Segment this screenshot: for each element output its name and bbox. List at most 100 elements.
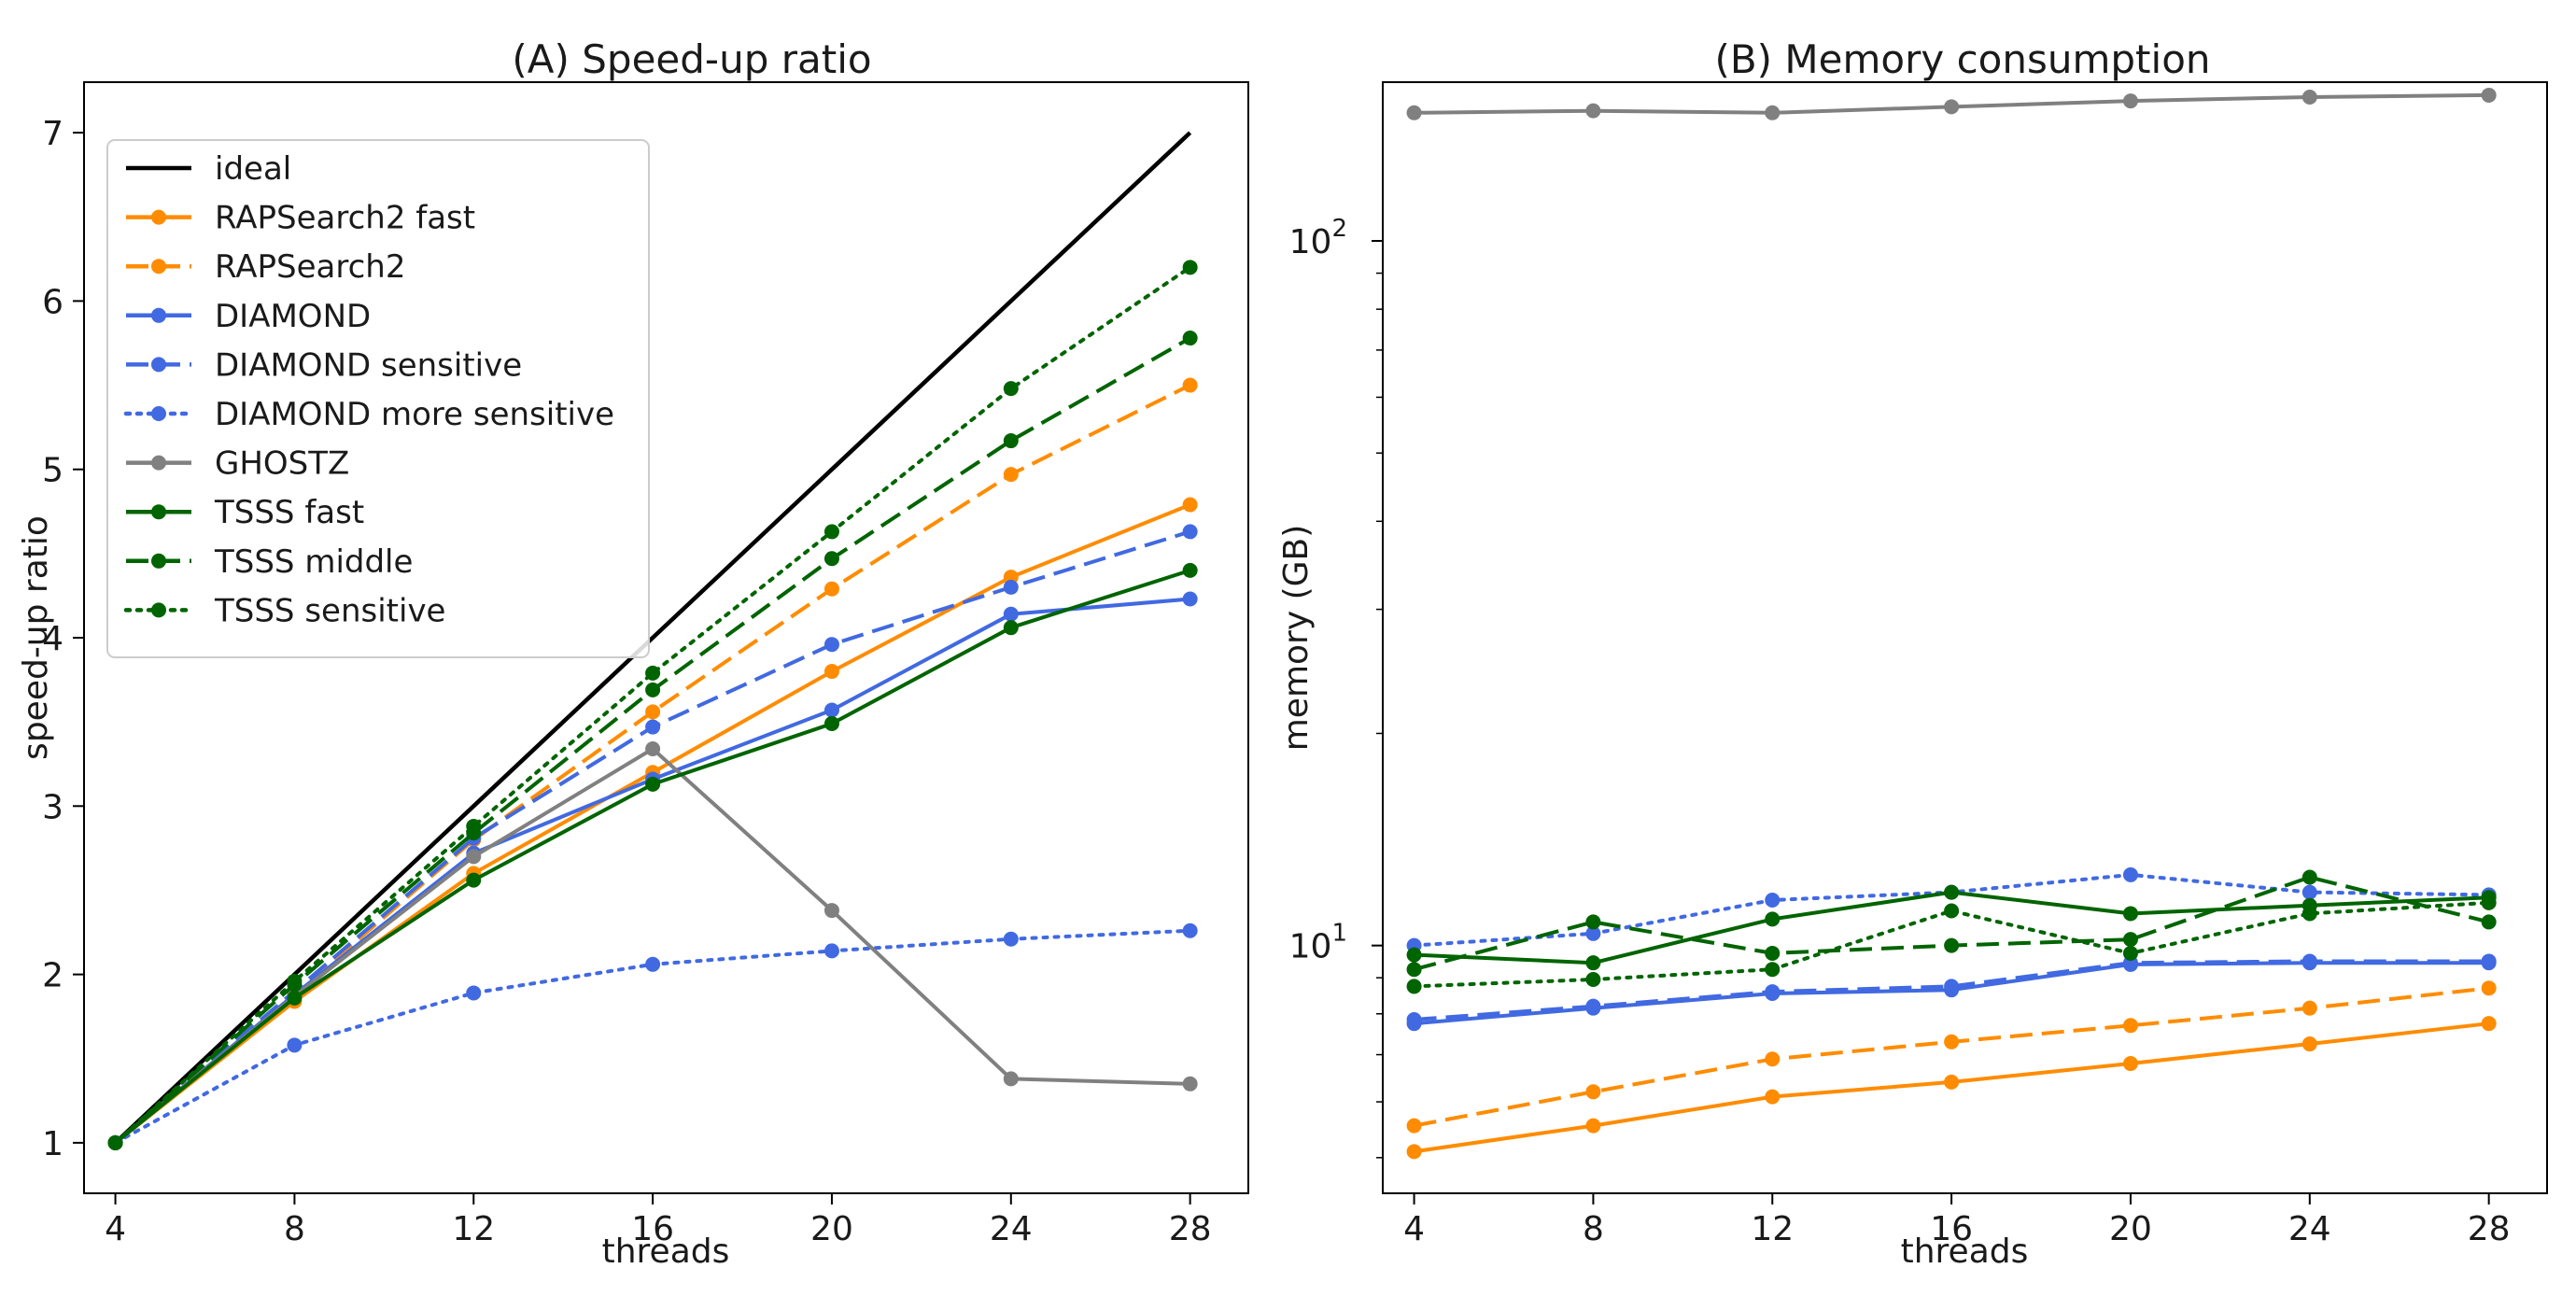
b-point-tsss-sensitive (1765, 962, 1781, 978)
b-point-rapsearch2 (2481, 980, 2497, 996)
b-x-tick-label: 12 (1751, 1210, 1794, 1248)
legend-marker-ghostz (151, 455, 166, 471)
a-point-tsss-fast (823, 715, 839, 731)
speedup-x-axis-label: threads (602, 1233, 730, 1271)
legend-marker-diamond-sensitive (151, 357, 166, 373)
a-point-tsss-middle (823, 551, 839, 567)
a-point-rapsearch2-fast (1182, 497, 1198, 513)
a-point-diamond-more-sensitive (1182, 923, 1198, 938)
b-point-rapsearch2-fast (2481, 1016, 2497, 1032)
b-point-tsss-sensitive (2481, 895, 2497, 910)
b-y-tick-label: 101 (1289, 920, 1347, 966)
a-point-tsss-middle (1003, 433, 1019, 449)
a-x-tick-label: 28 (1169, 1210, 1212, 1248)
a-point-diamond-sensitive (1003, 579, 1019, 595)
a-point-diamond-more-sensitive (823, 943, 839, 959)
a-point-rapsearch2 (1003, 467, 1019, 483)
b-point-diamond-sensitive (2302, 953, 2317, 969)
memory-chart: (B) Memory consumption 4 8 12 16 20 24 2810110… (1277, 36, 2548, 1271)
a-point-diamond-sensitive (645, 719, 661, 735)
a-point-rapsearch2 (823, 581, 839, 597)
b-point-tsss-middle (1765, 945, 1781, 961)
a-point-tsss-sensitive (287, 973, 303, 989)
a-y-tick-label: 1 (42, 1125, 63, 1163)
b-point-diamond-more-sensitive (1765, 893, 1781, 909)
a-y-tick-label: 3 (42, 788, 63, 826)
b-point-rapsearch2 (1765, 1051, 1781, 1067)
b-point-ghostz (1406, 105, 1422, 120)
a-point-tsss-sensitive (107, 1134, 123, 1150)
a-point-diamond-sensitive (1182, 524, 1198, 540)
b-point-tsss-middle (1585, 914, 1601, 930)
a-point-tsss-sensitive (1003, 381, 1019, 397)
speedup-chart-title: (A) Speed-up ratio (512, 36, 871, 82)
memory-chart-title: (B) Memory consumption (1714, 36, 2210, 82)
a-point-diamond-more-sensitive (466, 985, 482, 1001)
b-point-tsss-fast (1944, 884, 1960, 900)
b-point-ghostz (2122, 93, 2138, 109)
a-x-tick-label: 20 (810, 1210, 853, 1248)
a-point-diamond-more-sensitive (645, 956, 661, 972)
a-point-ghostz (466, 849, 482, 865)
b-point-tsss-sensitive (2122, 945, 2138, 961)
b-point-tsss-fast (1406, 947, 1422, 963)
b-x-tick-label: 16 (1930, 1210, 1973, 1248)
b-point-diamond-sensitive (1406, 1011, 1422, 1027)
legend-marker-rapsearch2-fast (151, 209, 166, 225)
b-point-rapsearch2 (2122, 1018, 2138, 1034)
a-point-ghostz (1182, 1076, 1198, 1092)
b-point-diamond-sensitive (1585, 998, 1601, 1014)
tick-exponent: 2 (1331, 215, 1347, 243)
legend-marker-diamond (151, 307, 166, 323)
a-point-ghostz (823, 903, 839, 919)
legend-label-rapsearch2-fast: RAPSearch2 fast (215, 200, 475, 237)
b-point-ghostz (1585, 103, 1601, 119)
legend-label-tsss-middle: TSSS middle (214, 543, 413, 581)
legend-label-ghostz: GHOSTZ (215, 445, 349, 483)
a-x-tick-label: 16 (631, 1210, 674, 1248)
memory-plot-frame (1382, 81, 2548, 1194)
a-y-tick-label: 4 (42, 620, 63, 658)
legend-label-rapsearch2: RAPSearch2 (215, 248, 405, 286)
a-point-tsss-sensitive (466, 818, 482, 834)
b-point-tsss-sensitive (2302, 906, 2317, 922)
b-point-diamond-more-sensitive (2122, 866, 2138, 882)
b-point-diamond-more-sensitive (2302, 884, 2317, 900)
b-y-tick-label: 102 (1289, 215, 1347, 261)
a-point-diamond (1003, 606, 1019, 622)
legend-box (106, 139, 650, 658)
legend-label-diamond: DIAMOND (215, 298, 371, 335)
legend-marker-rapsearch2 (151, 259, 166, 275)
a-point-rapsearch2 (1182, 377, 1198, 393)
a-point-diamond-more-sensitive (287, 1037, 303, 1053)
a-point-tsss-fast (287, 990, 303, 1006)
b-point-rapsearch2 (1585, 1084, 1601, 1100)
a-x-tick-label: 24 (990, 1210, 1033, 1248)
a-point-diamond-more-sensitive (1003, 931, 1019, 947)
legend-marker-tsss-middle (151, 553, 166, 569)
b-point-tsss-fast (1585, 955, 1601, 971)
a-y-tick-label: 6 (42, 283, 63, 321)
b-point-rapsearch2-fast (1406, 1144, 1422, 1160)
b-point-diamond-sensitive (1765, 984, 1781, 1000)
memory-y-axis-label: memory (GB) (1277, 525, 1316, 752)
memory-x-axis-label: threads (1901, 1233, 2029, 1271)
b-point-rapsearch2-fast (1585, 1118, 1601, 1134)
a-x-tick-label: 8 (284, 1210, 305, 1248)
b-point-tsss-fast (1765, 911, 1781, 927)
legend-label-tsss-fast: TSSS fast (214, 494, 364, 531)
a-point-tsss-sensitive (1182, 260, 1198, 275)
legend: ideal RAPSearch2 fast RAPSearch2 DIAMOND DIA… (106, 139, 650, 658)
a-y-tick-label: 7 (42, 115, 63, 153)
a-point-rapsearch2 (645, 704, 661, 720)
a-x-tick-label: 12 (452, 1210, 495, 1248)
b-point-tsss-middle (1406, 962, 1422, 978)
b-point-rapsearch2-fast (2122, 1056, 2138, 1072)
legend-marker-diamond-more-sensitive (151, 406, 166, 421)
a-point-tsss-sensitive (823, 524, 839, 540)
legend-marker-tsss-sensitive (151, 602, 166, 618)
b-point-diamond-sensitive (2481, 953, 2497, 969)
b-point-ghostz (1765, 105, 1781, 120)
